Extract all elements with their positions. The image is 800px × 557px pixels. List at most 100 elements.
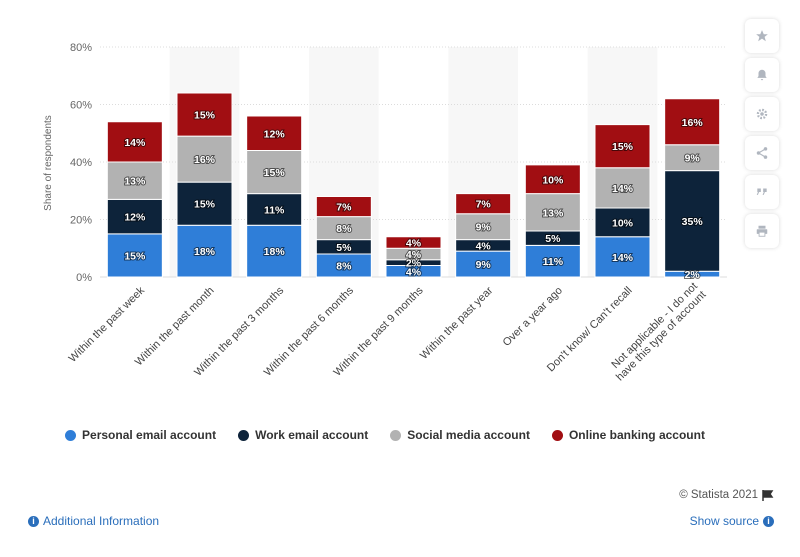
data-label: 11%	[543, 256, 564, 268]
data-label: 15%	[264, 167, 286, 179]
data-label: 4%	[406, 238, 422, 250]
show-source-link[interactable]: Show source i	[690, 514, 774, 528]
cite-button[interactable]	[745, 175, 779, 209]
share-icon	[756, 147, 768, 159]
svg-text:Within the past month: Within the past month	[133, 285, 217, 369]
favorite-button[interactable]	[745, 19, 779, 53]
data-label: 7%	[336, 202, 352, 214]
additional-information-label: Additional Information	[43, 514, 160, 528]
settings-button[interactable]	[745, 97, 779, 131]
y-tick-label: 0%	[76, 272, 92, 284]
bar-segment	[176, 181, 233, 226]
legend-marker	[238, 429, 250, 441]
bars	[106, 92, 721, 278]
print-button[interactable]	[745, 214, 779, 248]
y-axis-ticks: 0% 20% 40% 60% 80%	[70, 42, 92, 284]
data-label: 5%	[336, 242, 352, 254]
bar-segment	[176, 135, 233, 183]
legend-marker	[551, 429, 563, 441]
y-tick-label: 80%	[70, 42, 92, 54]
data-label: 12%	[264, 128, 286, 140]
show-source-label: Show source	[689, 514, 759, 528]
toolbar	[745, 19, 781, 248]
data-label: 16%	[682, 117, 704, 129]
bar-segment	[246, 150, 303, 195]
bar-segment	[594, 236, 651, 278]
x-axis-category-label: Within the past week	[67, 284, 148, 365]
flag-icon[interactable]	[762, 489, 774, 501]
data-label: 15%	[612, 141, 634, 153]
svg-text:have this type of account: have this type of account	[614, 289, 709, 384]
svg-text:Within the past year: Within the past year	[418, 284, 495, 361]
data-label: 10%	[542, 174, 564, 186]
bar-segment	[106, 121, 163, 163]
svg-text:Over a year ago: Over a year ago	[501, 285, 565, 349]
legend-marker	[65, 429, 77, 441]
data-label: 2%	[406, 258, 422, 270]
data-label: 4%	[406, 266, 422, 278]
data-label: 14%	[124, 137, 146, 149]
data-label: 8%	[336, 223, 352, 235]
info-icon: i	[28, 515, 39, 527]
data-label: 35%	[682, 216, 704, 228]
bar-segment	[176, 92, 233, 137]
bar-segment	[246, 193, 303, 226]
copyright: © Statista 2021	[679, 489, 774, 501]
share-button[interactable]	[745, 136, 779, 170]
bar-segment	[455, 193, 512, 215]
data-label: 5%	[545, 233, 561, 245]
data-label: 14%	[612, 183, 634, 195]
data-label: 18%	[264, 246, 286, 258]
legend-label: Social media account	[407, 428, 530, 442]
data-label: 16%	[194, 154, 216, 166]
legend-item[interactable]: Work email account	[238, 428, 368, 442]
data-label: 15%	[124, 250, 146, 262]
y-axis-label: Share of respondents	[43, 115, 54, 211]
x-axis-category-label: Within the past month	[133, 285, 217, 369]
data-label: 9%	[685, 153, 701, 165]
legend-label: Online banking account	[568, 428, 705, 442]
data-label: 8%	[336, 261, 352, 273]
svg-text:Within the past week: Within the past week	[67, 284, 148, 365]
data-label: 9%	[476, 259, 492, 271]
additional-information-link[interactable]: i Additional Information	[28, 514, 159, 528]
x-axis-category-label: Within the past year	[418, 284, 495, 361]
bar-segment	[594, 167, 651, 209]
bar-segment	[106, 161, 163, 200]
legend-item[interactable]: Social media account	[390, 428, 530, 442]
notification-button[interactable]	[745, 58, 779, 92]
y-tick-label: 20%	[70, 215, 92, 227]
legend-item[interactable]: Personal email account	[65, 428, 216, 442]
y-tick-label: 60%	[70, 100, 92, 112]
data-label: 9%	[476, 222, 492, 234]
info-icon: i	[763, 515, 774, 527]
bell-icon	[757, 69, 767, 81]
bar-segment	[664, 98, 721, 146]
data-label: 15%	[194, 110, 216, 122]
data-label: 11%	[264, 204, 285, 216]
data-label: 2%	[685, 269, 701, 281]
data-label: 4%	[406, 249, 422, 261]
y-tick-label: 40%	[70, 157, 92, 169]
x-axis-category-label: Over a year ago	[501, 285, 565, 349]
legend: Personal email account Work email account…	[0, 428, 770, 442]
data-label: 13%	[124, 176, 146, 188]
bar-segment	[594, 124, 651, 169]
data-labels: 15% 12% 13% 14% 18% 15% 16% 15% 18% 11% 15% 12% 8% 5%…	[123, 109, 704, 283]
bar-segment	[106, 233, 163, 278]
bar-segment	[315, 196, 372, 218]
bar-segment	[176, 224, 233, 278]
data-label: 14%	[612, 252, 634, 264]
bar-segment	[664, 144, 721, 172]
legend-label: Work email account	[255, 428, 369, 442]
bar-segment	[246, 115, 303, 151]
data-label: 4%	[476, 240, 492, 252]
legend-label: Personal email account	[82, 428, 217, 442]
data-label: 15%	[194, 199, 216, 211]
bar-segment	[106, 198, 163, 235]
legend-item[interactable]: Online banking account	[551, 428, 705, 442]
print-icon	[756, 225, 768, 237]
bar-segment	[246, 224, 303, 278]
